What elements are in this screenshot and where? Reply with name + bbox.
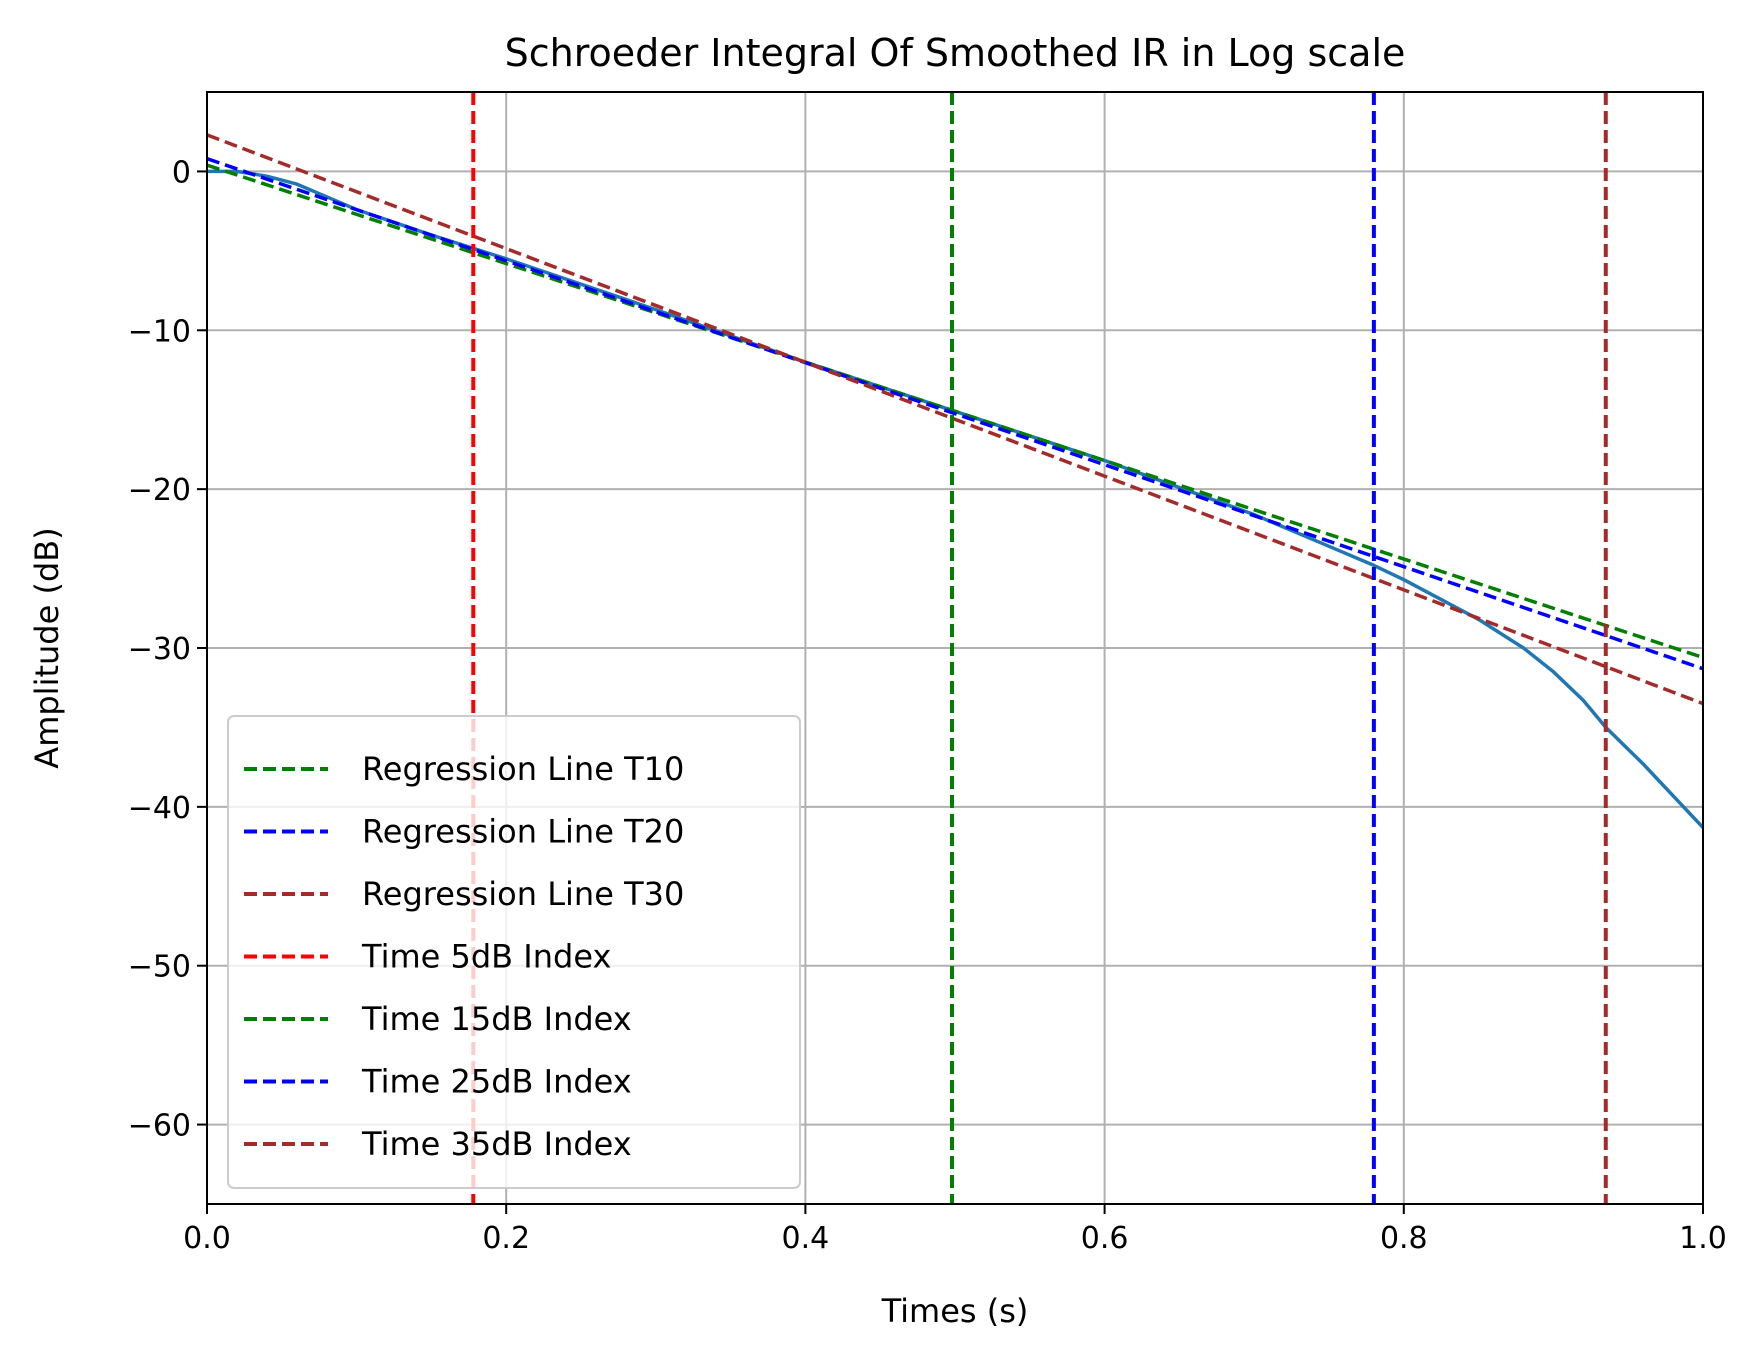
legend-label: Time 35dB Index (361, 1125, 632, 1163)
legend-box (227, 715, 801, 1189)
y-tick-label: −30 (128, 632, 191, 667)
y-tick-label: −20 (128, 473, 191, 508)
y-tick-label: −60 (128, 1109, 191, 1144)
y-axis-label: Amplitude (dB) (28, 527, 66, 768)
regression-line-t20 (207, 157, 1703, 671)
y-tick-label: −40 (128, 791, 191, 826)
schroeder-curve (207, 169, 1703, 829)
legend: Regression Line T10 Regression Line T20 Re… (227, 715, 801, 1189)
x-tick-label: 0.4 (782, 1221, 830, 1256)
x-tick-label: 0.2 (482, 1221, 530, 1256)
axis-ticks: 0.0 0.2 0.4 0.6 0.8 1.0 0 −10 −20 −30 −40 −50 −60 (128, 155, 1727, 1256)
y-tick-label: −10 (128, 314, 191, 349)
regression-line-t30 (207, 133, 1703, 706)
x-tick-label: 1.0 (1679, 1221, 1727, 1256)
legend-label: Regression Line T10 (362, 750, 684, 788)
chart-title: Schroeder Integral Of Smoothed IR in Log… (505, 31, 1406, 75)
regression-line-t10 (207, 163, 1703, 660)
plot-lines (207, 92, 1703, 1204)
legend-label: Regression Line T20 (362, 813, 684, 851)
y-tick-label: −50 (128, 950, 191, 985)
y-tick-label: 0 (172, 155, 191, 190)
legend-label: Time 5dB Index (361, 938, 611, 976)
x-tick-label: 0.8 (1380, 1221, 1428, 1256)
x-tick-label: 0.0 (183, 1221, 231, 1256)
legend-label: Regression Line T30 (362, 875, 684, 913)
x-axis-label: Times (s) (881, 1292, 1029, 1330)
x-tick-label: 0.6 (1081, 1221, 1129, 1256)
legend-label: Time 15dB Index (361, 1000, 632, 1038)
legend-label: Time 25dB Index (361, 1063, 632, 1101)
